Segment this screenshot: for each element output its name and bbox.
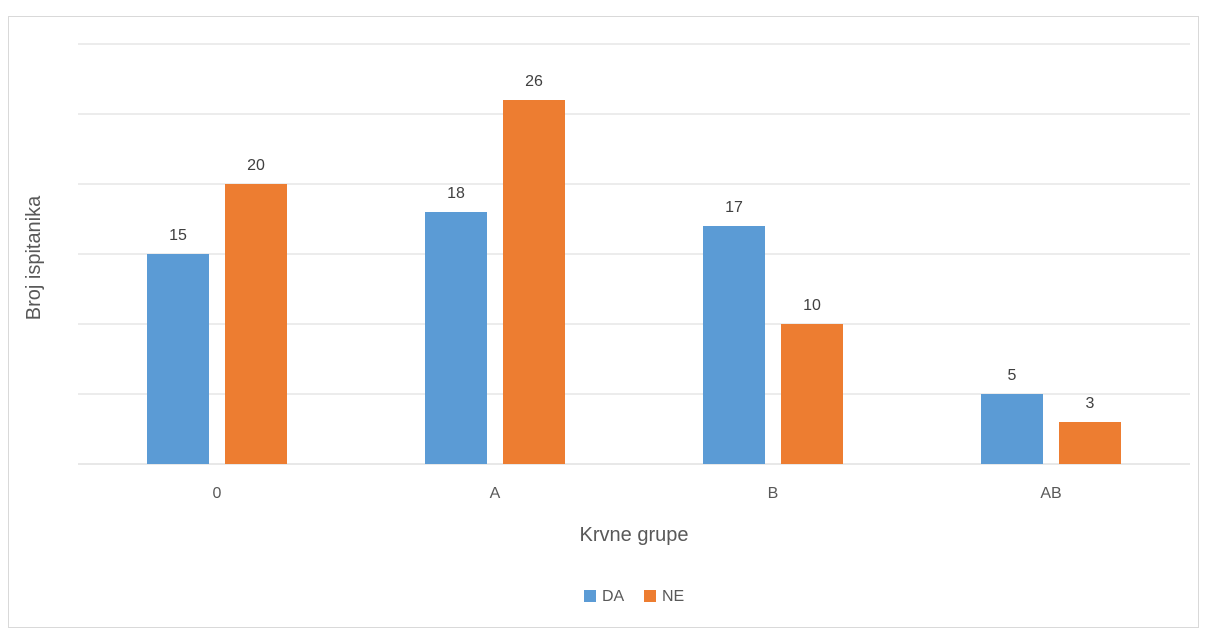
data-label: 15 [169,227,187,244]
data-label: 3 [1086,395,1095,412]
data-label: 26 [525,73,543,90]
bar-ne-a [503,100,565,464]
x-axis-title: Krvne grupe [580,524,689,546]
data-label: 20 [247,157,265,174]
legend-swatch-da [584,590,596,602]
data-labels: 15 20 18 26 17 10 5 3 [169,73,1094,412]
data-label: 10 [803,297,821,314]
legend-label-ne: NE [662,588,684,605]
bar-da-ab [981,394,1043,464]
x-tick-label: A [490,485,501,502]
data-label: 5 [1008,367,1017,384]
data-label: 18 [447,185,465,202]
x-tick-label: AB [1040,485,1061,502]
legend-swatch-ne [644,590,656,602]
bar-ne-b [781,324,843,464]
bar-da-b [703,226,765,464]
legend-label-da: DA [602,588,625,605]
legend: DA NE [584,588,684,605]
x-tick-label: 0 [213,485,222,502]
bar-da-0 [147,254,209,464]
x-tick-labels: 0 A B AB [213,485,1062,502]
x-tick-label: B [768,485,779,502]
bar-da-a [425,212,487,464]
y-axis-title: Broj ispitanika [23,195,45,320]
bar-ne-0 [225,184,287,464]
bar-ne-ab [1059,422,1121,464]
data-label: 17 [725,199,743,216]
bars [147,100,1121,464]
